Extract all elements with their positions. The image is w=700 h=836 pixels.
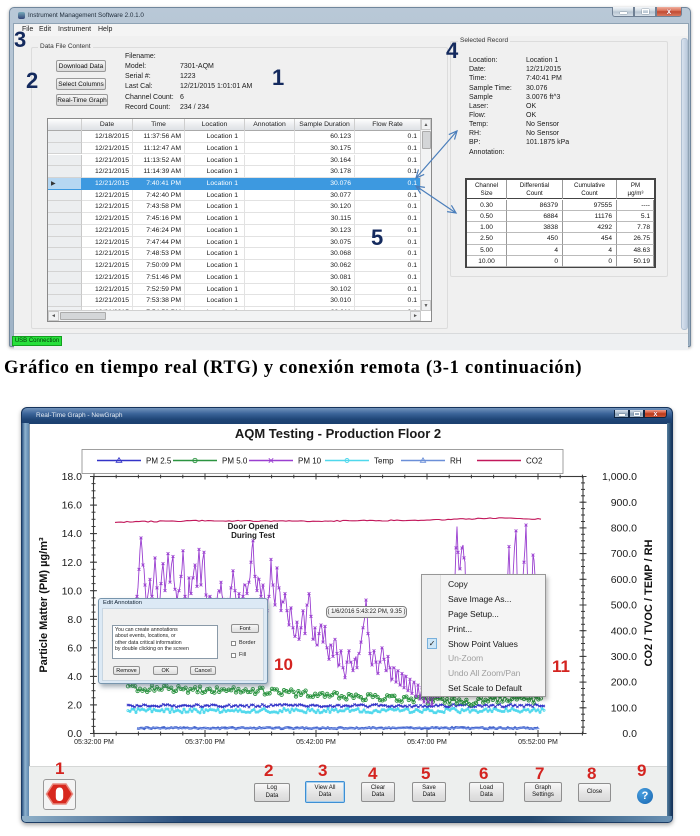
svg-text:0.0: 0.0	[622, 728, 637, 740]
svg-text:4.0: 4.0	[67, 671, 82, 683]
svg-text:300.0: 300.0	[611, 651, 637, 663]
svg-text:PM 2.5: PM 2.5	[146, 457, 172, 466]
svg-text:PM 10: PM 10	[298, 457, 322, 466]
svg-text:PM 5.0: PM 5.0	[222, 457, 248, 466]
svg-text:RH: RH	[450, 457, 462, 466]
svg-text:12.0: 12.0	[62, 557, 83, 569]
svg-text:800.0: 800.0	[611, 523, 637, 535]
svg-text:AQM Testing - Production Floor: AQM Testing - Production Floor 2	[235, 426, 441, 441]
svg-text:Door Opened: Door Opened	[228, 522, 279, 531]
svg-text:500.0: 500.0	[611, 600, 637, 612]
svg-text:14.0: 14.0	[62, 528, 83, 540]
svg-text:Particle Matter (PM) µg/m³: Particle Matter (PM) µg/m³	[38, 537, 50, 673]
svg-text:CO2 / TVOC / TEMP / RH: CO2 / TVOC / TEMP / RH	[643, 539, 655, 666]
svg-text:900.0: 900.0	[611, 497, 637, 509]
svg-text:6.0: 6.0	[67, 642, 82, 654]
svg-text:05:37:00 PM: 05:37:00 PM	[185, 739, 225, 746]
svg-text:700.0: 700.0	[611, 548, 637, 560]
svg-text:600.0: 600.0	[611, 574, 637, 586]
svg-text:8.0: 8.0	[67, 614, 82, 626]
svg-text:05:42:00 PM: 05:42:00 PM	[296, 739, 336, 746]
svg-text:05:52:00 PM: 05:52:00 PM	[518, 739, 558, 746]
svg-text:05:47:00 PM: 05:47:00 PM	[407, 739, 447, 746]
svg-text:16.0: 16.0	[62, 500, 83, 512]
svg-text:0.0: 0.0	[67, 728, 82, 740]
svg-text:2.0: 2.0	[67, 700, 82, 712]
svg-text:10.0: 10.0	[62, 585, 83, 597]
svg-text:400.0: 400.0	[611, 625, 637, 637]
svg-text:100.0: 100.0	[611, 702, 637, 714]
svg-text:200.0: 200.0	[611, 677, 637, 689]
svg-text:Temp: Temp	[374, 457, 394, 466]
svg-text:05:32:00 PM: 05:32:00 PM	[74, 739, 114, 746]
svg-text:18.0: 18.0	[62, 471, 83, 483]
svg-text:During Test: During Test	[231, 531, 275, 540]
svg-text:1,000.0: 1,000.0	[602, 471, 637, 483]
svg-text:CO2: CO2	[526, 457, 543, 466]
